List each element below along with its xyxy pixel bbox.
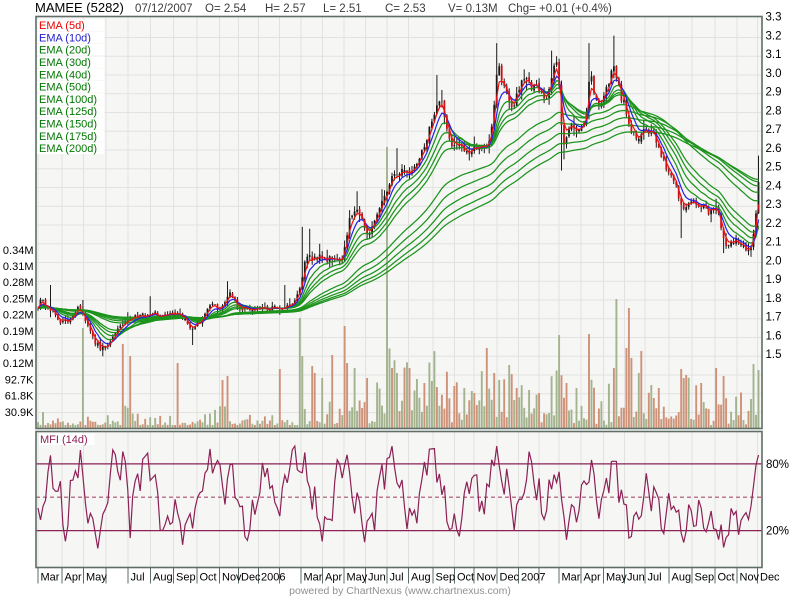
svg-text:Oct: Oct xyxy=(457,572,474,584)
svg-text:3.2: 3.2 xyxy=(766,30,782,42)
svg-text:Dec: Dec xyxy=(760,572,780,584)
svg-text:80%: 80% xyxy=(766,459,789,471)
svg-text:0.15M: 0.15M xyxy=(3,342,34,354)
svg-text:Aug: Aug xyxy=(411,572,431,584)
svg-text:powered by ChartNexus (www.cha: powered by ChartNexus (www.chartnexus.co… xyxy=(289,585,511,597)
svg-text:MAMEE (5282): MAMEE (5282) xyxy=(35,0,124,15)
svg-text:Mar: Mar xyxy=(41,572,60,584)
svg-text:1.5: 1.5 xyxy=(766,349,782,361)
svg-text:Jul: Jul xyxy=(648,572,662,584)
svg-text:2.6: 2.6 xyxy=(766,143,782,155)
svg-text:0.12M: 0.12M xyxy=(3,358,34,370)
svg-text:1.6: 1.6 xyxy=(766,330,782,342)
svg-text:2006: 2006 xyxy=(261,572,285,584)
svg-text:Dec: Dec xyxy=(241,572,261,584)
svg-text:92.7K: 92.7K xyxy=(5,374,34,386)
svg-text:EMA (50d): EMA (50d) xyxy=(39,82,91,94)
svg-text:EMA (100d): EMA (100d) xyxy=(39,94,97,106)
svg-text:Apr: Apr xyxy=(325,572,342,584)
svg-text:Apr: Apr xyxy=(65,572,82,584)
svg-text:Apr: Apr xyxy=(584,572,601,584)
svg-text:Oct: Oct xyxy=(200,572,217,584)
svg-text:EMA (5d): EMA (5d) xyxy=(39,20,85,32)
svg-text:2.7: 2.7 xyxy=(766,124,782,136)
svg-text:O= 2.54: O= 2.54 xyxy=(205,3,247,15)
svg-text:Nov: Nov xyxy=(740,572,760,584)
svg-text:Mar: Mar xyxy=(304,572,323,584)
svg-text:EMA (30d): EMA (30d) xyxy=(39,57,91,69)
svg-text:EMA (10d): EMA (10d) xyxy=(39,32,91,44)
svg-text:Mar: Mar xyxy=(562,572,581,584)
svg-text:2.3: 2.3 xyxy=(766,199,782,211)
svg-text:2.0: 2.0 xyxy=(766,255,782,267)
svg-text:EMA (125d): EMA (125d) xyxy=(39,106,97,118)
svg-text:1.7: 1.7 xyxy=(766,312,782,324)
svg-text:May: May xyxy=(347,572,368,584)
svg-text:Aug: Aug xyxy=(672,572,692,584)
svg-text:0.19M: 0.19M xyxy=(3,326,34,338)
svg-text:EMA (20d): EMA (20d) xyxy=(39,45,91,57)
svg-text:Nov: Nov xyxy=(477,572,497,584)
svg-text:07/12/2007: 07/12/2007 xyxy=(135,3,193,15)
svg-text:Dec: Dec xyxy=(500,572,520,584)
svg-text:Sep: Sep xyxy=(436,572,456,584)
svg-text:C= 2.53: C= 2.53 xyxy=(385,3,426,15)
svg-text:2.9: 2.9 xyxy=(766,87,782,99)
svg-text:Jul: Jul xyxy=(390,572,404,584)
svg-text:EMA (175d): EMA (175d) xyxy=(39,131,97,143)
svg-text:3.1: 3.1 xyxy=(766,49,782,61)
svg-text:2.8: 2.8 xyxy=(766,105,782,117)
svg-text:2.4: 2.4 xyxy=(766,180,783,192)
svg-text:0.28M: 0.28M xyxy=(3,277,34,289)
svg-text:May: May xyxy=(606,572,627,584)
svg-text:Jun: Jun xyxy=(368,572,386,584)
svg-text:Jul: Jul xyxy=(131,572,145,584)
svg-text:0.31M: 0.31M xyxy=(3,261,34,273)
svg-text:0.25M: 0.25M xyxy=(3,293,34,305)
svg-text:2007: 2007 xyxy=(521,572,545,584)
svg-text:2.5: 2.5 xyxy=(766,162,782,174)
svg-text:1.9: 1.9 xyxy=(766,274,782,286)
svg-text:May: May xyxy=(86,572,107,584)
svg-text:61.8K: 61.8K xyxy=(5,391,34,403)
svg-text:20%: 20% xyxy=(766,526,789,538)
svg-text:Jun: Jun xyxy=(627,572,645,584)
svg-text:L= 2.51: L= 2.51 xyxy=(323,3,362,15)
svg-text:EMA (200d): EMA (200d) xyxy=(39,143,97,155)
svg-text:0.34M: 0.34M xyxy=(3,245,34,257)
svg-text:0.22M: 0.22M xyxy=(3,310,34,322)
svg-text:MFI (14d): MFI (14d) xyxy=(40,434,88,446)
svg-text:EMA (40d): EMA (40d) xyxy=(39,69,91,81)
svg-text:3.0: 3.0 xyxy=(766,68,782,80)
svg-text:EMA (150d): EMA (150d) xyxy=(39,119,97,131)
svg-text:V= 0.13M: V= 0.13M xyxy=(448,3,498,15)
svg-text:H= 2.57: H= 2.57 xyxy=(265,3,306,15)
svg-text:1.8: 1.8 xyxy=(766,293,782,305)
svg-text:30.9K: 30.9K xyxy=(5,407,34,419)
svg-text:Nov: Nov xyxy=(222,572,242,584)
svg-text:2.1: 2.1 xyxy=(766,237,782,249)
svg-text:2.2: 2.2 xyxy=(766,218,782,230)
svg-text:Sep: Sep xyxy=(695,572,715,584)
svg-text:Oct: Oct xyxy=(718,572,735,584)
svg-text:Chg= +0.01 (+0.4%): Chg= +0.01 (+0.4%) xyxy=(508,3,612,15)
svg-text:Aug: Aug xyxy=(153,572,173,584)
svg-text:3.3: 3.3 xyxy=(766,12,782,24)
svg-text:Sep: Sep xyxy=(176,572,196,584)
